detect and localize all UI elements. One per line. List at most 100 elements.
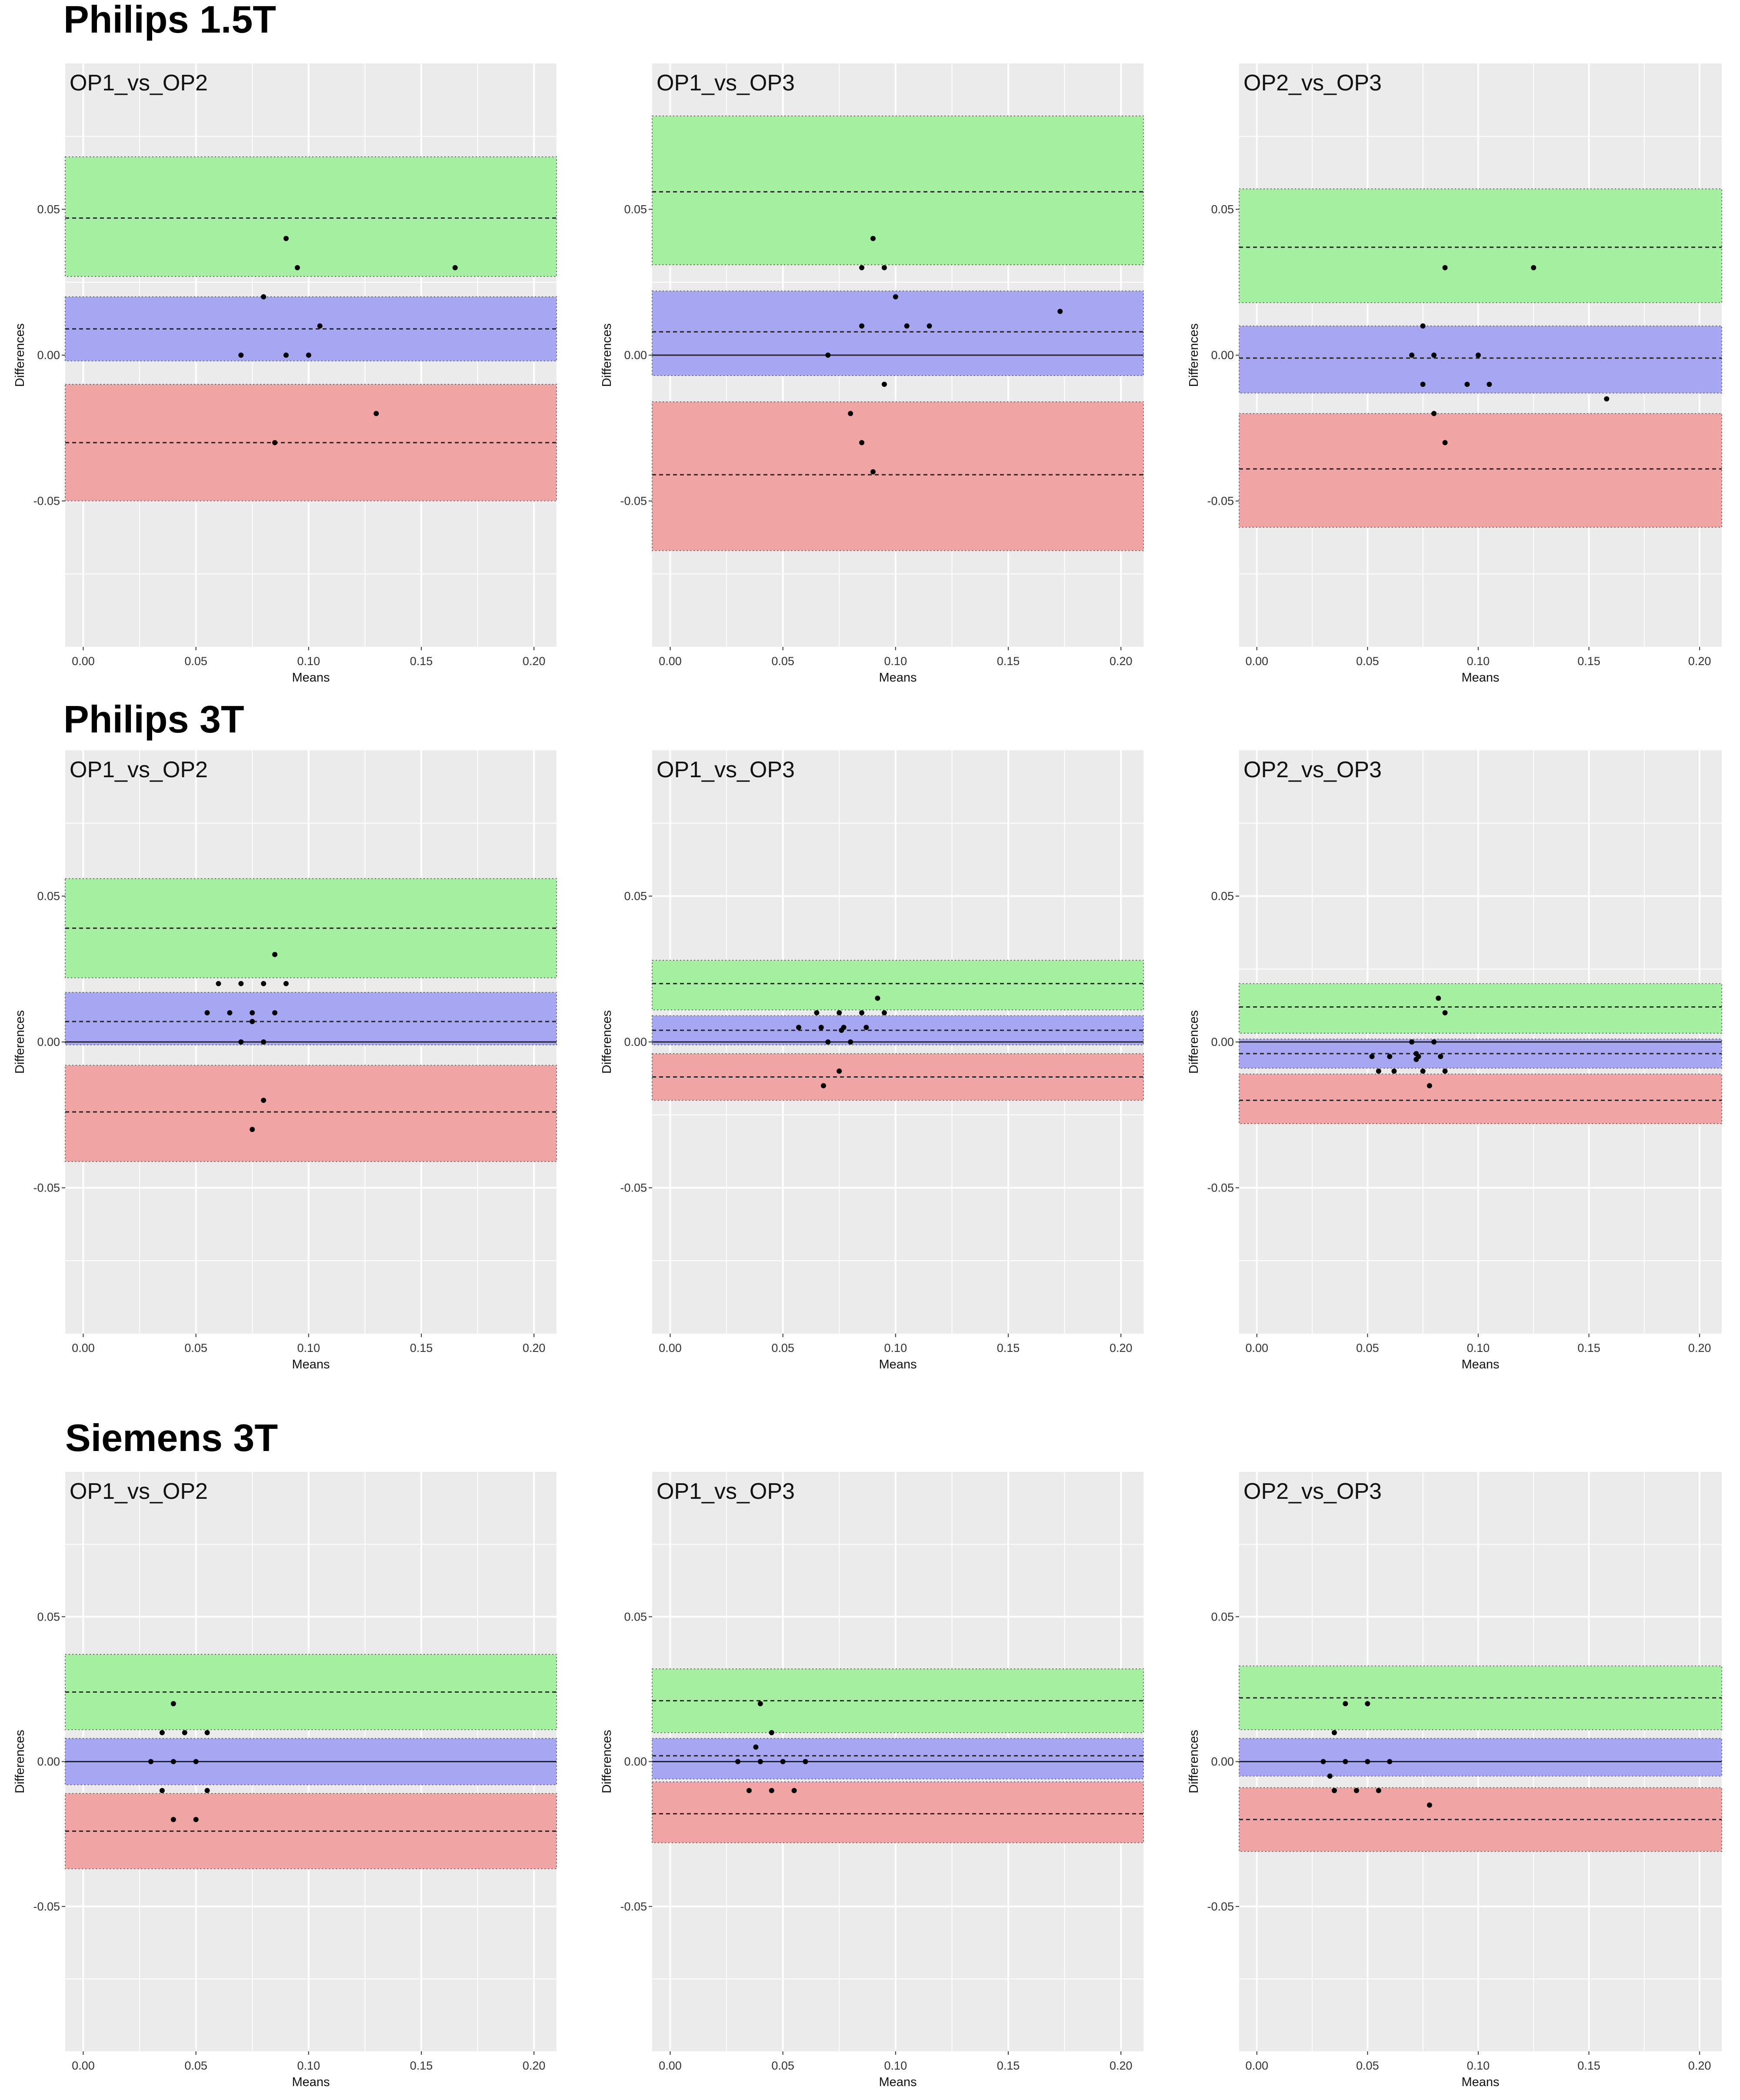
x-tick-label: 0.20 — [1688, 2059, 1711, 2072]
x-tick-label: 0.15 — [997, 2059, 1020, 2072]
x-axis-label: Means — [879, 1358, 917, 1371]
mean-difference-band — [652, 290, 1144, 376]
data-point — [803, 1759, 808, 1764]
data-point — [238, 981, 244, 986]
y-axis-label: Differences — [13, 1010, 27, 1074]
data-point — [1353, 1788, 1359, 1794]
y-tick-label: 0.00 — [37, 1035, 60, 1048]
y-tick-label: 0.00 — [1211, 1755, 1234, 1768]
data-point — [1331, 1730, 1337, 1735]
x-tick-label: 0.05 — [1356, 655, 1379, 668]
data-point — [796, 1025, 801, 1030]
y-tick-label: 0.00 — [37, 349, 60, 362]
panel-title: OP1_vs_OP2 — [70, 1479, 208, 1504]
y-axis-label: Differences — [600, 1010, 614, 1074]
upper-loa-band — [652, 960, 1144, 1011]
x-tick-label: 0.15 — [1577, 655, 1600, 668]
x-axis-label: Means — [292, 1358, 330, 1371]
data-point — [893, 294, 898, 300]
data-point — [182, 1730, 187, 1735]
bland-altman-plot: OP1_vs_OP3 0.05 0.00 -0.05 0.00 0.05 0.10 0.15 0… — [600, 750, 1144, 1371]
x-tick-label: 0.15 — [410, 655, 433, 668]
x-tick-label: 0.05 — [771, 655, 794, 668]
data-point — [306, 353, 311, 358]
data-point — [814, 1010, 820, 1015]
x-axis-label: Means — [879, 2075, 917, 2089]
data-point — [1387, 1759, 1393, 1764]
x-tick-label: 0.10 — [1467, 1341, 1490, 1355]
x-tick-label: 0.20 — [523, 2059, 546, 2072]
x-tick-label: 0.00 — [1245, 1341, 1268, 1355]
data-point — [837, 1010, 842, 1015]
bland-altman-plot: OP1_vs_OP3 0.05 0.00 -0.05 0.00 0.05 0.10 0.15 0… — [600, 1472, 1144, 2089]
data-point — [870, 236, 876, 241]
data-point — [170, 1759, 176, 1764]
data-point — [1420, 323, 1426, 329]
y-tick-label: 0.00 — [624, 349, 647, 362]
x-tick-label: 0.15 — [410, 1341, 433, 1355]
data-point — [1320, 1759, 1326, 1764]
x-tick-label: 0.00 — [72, 655, 95, 668]
data-point — [1420, 1068, 1426, 1074]
data-point — [1436, 995, 1441, 1001]
y-tick-label: -0.05 — [1207, 1900, 1234, 1913]
y-tick-label: 0.00 — [1211, 349, 1234, 362]
data-point — [204, 1788, 210, 1794]
bland-altman-plot: OP1_vs_OP2 0.05 0.00 -0.05 0.00 0.05 0.10 0.15 0… — [13, 63, 557, 685]
data-point — [825, 353, 831, 358]
x-tick-label: 0.10 — [884, 2059, 907, 2072]
x-tick-label: 0.15 — [997, 655, 1020, 668]
y-axis-label: Differences — [1187, 1010, 1201, 1074]
panel-title: OP2_vs_OP3 — [1243, 1479, 1382, 1504]
data-point — [1420, 382, 1426, 387]
y-axis-label: Differences — [1187, 1730, 1201, 1793]
y-tick-label: 0.05 — [37, 203, 60, 216]
data-point — [859, 323, 865, 329]
data-point — [272, 440, 278, 446]
data-point — [753, 1744, 759, 1750]
data-point — [272, 952, 278, 957]
x-tick-label: 0.00 — [72, 1341, 95, 1355]
data-point — [238, 353, 244, 358]
x-tick-label: 0.20 — [1110, 655, 1133, 668]
x-tick-label: 0.00 — [1245, 655, 1268, 668]
data-point — [1604, 396, 1610, 402]
x-tick-label: 0.10 — [884, 655, 907, 668]
mean-difference-band — [1239, 1738, 1722, 1777]
lower-loa-band — [652, 401, 1144, 551]
y-tick-label: -0.05 — [620, 495, 647, 508]
x-axis-label: Means — [292, 2075, 330, 2089]
data-point — [159, 1788, 165, 1794]
x-tick-label: 0.05 — [184, 655, 207, 668]
y-tick-label: -0.05 — [1207, 495, 1234, 508]
y-tick-label: 0.05 — [624, 1610, 647, 1623]
data-point — [1376, 1788, 1381, 1794]
x-tick-label: 0.05 — [771, 1341, 794, 1355]
data-point — [1057, 309, 1063, 314]
data-point — [825, 1039, 831, 1045]
y-tick-label: -0.05 — [620, 1181, 647, 1195]
section-title-siemens-3t: Siemens 3T — [65, 1416, 278, 1459]
bland-altman-plot: OP2_vs_OP3 0.05 0.00 -0.05 0.00 0.05 0.10 0.15 0… — [1187, 750, 1722, 1371]
data-point — [1365, 1701, 1370, 1707]
panel-title: OP1_vs_OP2 — [70, 757, 208, 782]
x-axis-label: Means — [1461, 671, 1499, 685]
x-tick-label: 0.05 — [184, 1341, 207, 1355]
x-tick-label: 0.20 — [1110, 2059, 1133, 2072]
x-tick-label: 0.00 — [659, 2059, 682, 2072]
section-title-philips-3t: Philips 3T — [63, 698, 244, 741]
y-axis-label: Differences — [600, 323, 614, 387]
data-point — [927, 323, 932, 329]
x-tick-label: 0.20 — [1110, 1341, 1133, 1355]
data-point — [261, 981, 267, 986]
data-point — [1442, 265, 1448, 270]
data-point — [848, 411, 853, 416]
data-point — [820, 1083, 826, 1088]
data-point — [238, 1039, 244, 1045]
data-point — [1442, 1068, 1448, 1074]
bland-altman-plot: OP2_vs_OP3 0.05 0.00 -0.05 0.00 0.05 0.10 0.15 0… — [1187, 63, 1722, 685]
x-tick-label: 0.00 — [659, 1341, 682, 1355]
data-point — [1427, 1802, 1432, 1808]
data-point — [904, 323, 910, 329]
x-tick-label: 0.20 — [523, 1341, 546, 1355]
